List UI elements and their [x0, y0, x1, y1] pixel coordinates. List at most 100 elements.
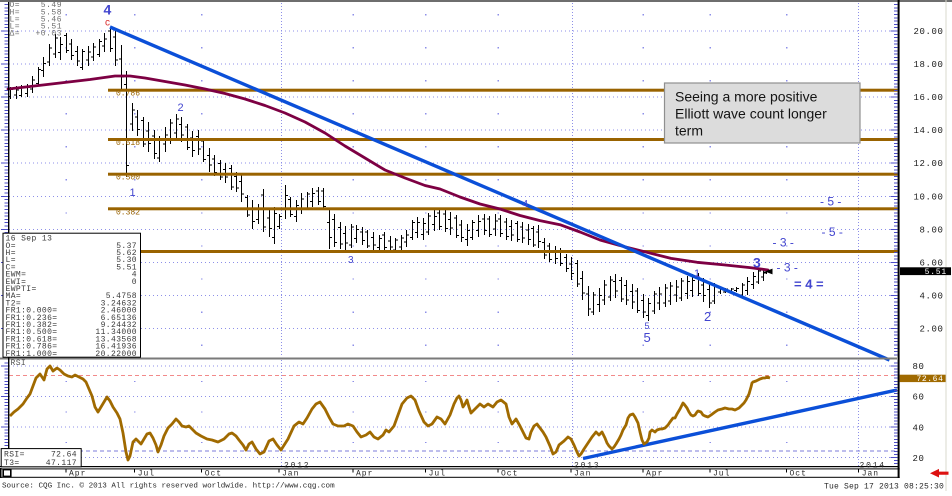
svg-text:- 5 -: - 5 - [820, 195, 841, 209]
svg-text:- 3 -: - 3 - [777, 261, 798, 275]
svg-text:5.49: 5.49 [41, 1, 62, 10]
svg-text:L=: L= [10, 15, 21, 24]
svg-text:T2=: T2= [6, 299, 22, 308]
svg-text:11.34000: 11.34000 [95, 328, 137, 337]
svg-text:0.618: 0.618 [116, 139, 140, 148]
svg-text:5.58: 5.58 [41, 8, 62, 17]
svg-text:O=: O= [6, 242, 16, 251]
svg-text:2.46000: 2.46000 [101, 307, 137, 316]
svg-text:Oct: Oct [501, 469, 518, 478]
svg-text:term: term [675, 123, 703, 139]
svg-text:40: 40 [912, 423, 924, 433]
svg-text:20.00: 20.00 [913, 27, 943, 37]
svg-text:RSI=: RSI= [4, 450, 25, 459]
svg-text:5.62: 5.62 [116, 249, 137, 258]
svg-text:= 4 =: = 4 = [794, 277, 824, 292]
svg-text:0.382: 0.382 [116, 208, 140, 217]
svg-text:18.00: 18.00 [913, 60, 943, 70]
svg-text:EWPTI=: EWPTI= [6, 285, 37, 294]
svg-text:- 3 -: - 3 - [773, 236, 794, 250]
svg-text:12.00: 12.00 [913, 159, 943, 169]
svg-text:Jan: Jan [862, 469, 879, 478]
svg-text:O=: O= [10, 1, 21, 10]
svg-text:20: 20 [912, 454, 924, 464]
svg-text:H=: H= [10, 8, 21, 17]
svg-text:16 Sep 13: 16 Sep 13 [6, 235, 53, 244]
svg-text:2.00: 2.00 [919, 325, 943, 335]
svg-text:FR1:0.618=: FR1:0.618= [6, 335, 58, 344]
svg-text:5.51: 5.51 [925, 268, 947, 277]
svg-text:6.65136: 6.65136 [101, 314, 137, 323]
svg-text:80: 80 [912, 362, 924, 372]
svg-text:2014: 2014 [860, 461, 886, 470]
svg-text:14.00: 14.00 [913, 126, 943, 136]
svg-text:5.30: 5.30 [116, 256, 137, 265]
svg-text:c: c [105, 18, 110, 29]
svg-text:16.41936: 16.41936 [95, 343, 137, 352]
svg-text:Tue Sep 17 2013 08:25:30: Tue Sep 17 2013 08:25:30 [824, 482, 944, 491]
svg-text:Apr: Apr [646, 469, 663, 478]
svg-text:3: 3 [753, 255, 761, 271]
svg-text:T3=: T3= [4, 459, 20, 468]
svg-text:Δ=: Δ= [10, 30, 21, 39]
svg-text:9.24432: 9.24432 [101, 321, 137, 330]
svg-text:FR1:1.000=: FR1:1.000= [6, 350, 58, 359]
svg-text:Elliott wave count longer: Elliott wave count longer [675, 106, 827, 122]
svg-text:L=: L= [6, 256, 16, 265]
svg-text:10.00: 10.00 [913, 192, 943, 202]
svg-text:Seeing a more positive: Seeing a more positive [675, 89, 818, 105]
svg-text:5: 5 [645, 321, 650, 331]
svg-text:Jan: Jan [282, 469, 299, 478]
svg-text:1: 1 [694, 268, 700, 280]
svg-text:MA=: MA= [6, 292, 22, 301]
svg-text:Jul: Jul [713, 469, 730, 478]
svg-text:4: 4 [523, 199, 529, 210]
svg-text:3.24632: 3.24632 [101, 299, 137, 308]
svg-text:Jan: Jan [574, 469, 591, 478]
svg-text:Jul: Jul [138, 469, 155, 478]
svg-text:- 5 -: - 5 - [822, 225, 843, 239]
svg-text:Oct: Oct [790, 469, 807, 478]
svg-text:FR1:0.000=: FR1:0.000= [6, 307, 58, 316]
svg-text:FR1:0.236=: FR1:0.236= [6, 314, 58, 323]
svg-text:8.00: 8.00 [919, 225, 943, 235]
svg-text:RSI: RSI [11, 359, 27, 368]
svg-text:16.00: 16.00 [913, 93, 943, 103]
svg-text:1: 1 [130, 187, 136, 199]
svg-text:Apr: Apr [356, 469, 373, 478]
svg-text:3: 3 [348, 255, 354, 266]
svg-text:2: 2 [178, 102, 184, 114]
svg-text:0.786: 0.786 [116, 90, 140, 99]
svg-text:5.37: 5.37 [116, 242, 137, 251]
svg-text:4.00: 4.00 [919, 291, 943, 301]
svg-text:C=: C= [6, 263, 16, 272]
svg-text:FR1:0.786=: FR1:0.786= [6, 343, 58, 352]
svg-text:5: 5 [644, 330, 651, 345]
svg-text:5.46: 5.46 [41, 15, 62, 24]
svg-text:2012: 2012 [284, 461, 310, 470]
svg-text:4: 4 [104, 2, 112, 18]
svg-text:5.51: 5.51 [41, 23, 62, 32]
svg-text:0.500: 0.500 [116, 174, 140, 183]
svg-text:+0.03: +0.03 [35, 30, 62, 39]
svg-text:Apr: Apr [69, 469, 86, 478]
svg-text:Source: CQG Inc. © 2013 All ri: Source: CQG Inc. © 2013 All rights reser… [2, 482, 335, 491]
svg-text:72.64: 72.64 [51, 450, 77, 459]
svg-text:47.117: 47.117 [46, 459, 77, 468]
svg-text:5.51: 5.51 [116, 263, 137, 272]
svg-text:5.4758: 5.4758 [106, 292, 137, 301]
svg-text:4: 4 [132, 271, 137, 280]
svg-text:20.22000: 20.22000 [95, 350, 137, 359]
svg-text:FR1:0.382=: FR1:0.382= [6, 321, 58, 330]
svg-text:EWM=: EWM= [6, 271, 27, 280]
svg-text:Oct: Oct [205, 469, 222, 478]
svg-text:13.43568: 13.43568 [95, 335, 137, 344]
svg-text:Jul: Jul [429, 469, 446, 478]
svg-text:0: 0 [132, 278, 137, 287]
svg-text:EWI=: EWI= [6, 278, 27, 287]
svg-text:L=: L= [10, 23, 21, 32]
svg-text:2013: 2013 [574, 461, 600, 470]
svg-text:H=: H= [6, 249, 16, 258]
svg-text:FR1:0.500=: FR1:0.500= [6, 328, 58, 337]
svg-text:60: 60 [912, 393, 924, 403]
